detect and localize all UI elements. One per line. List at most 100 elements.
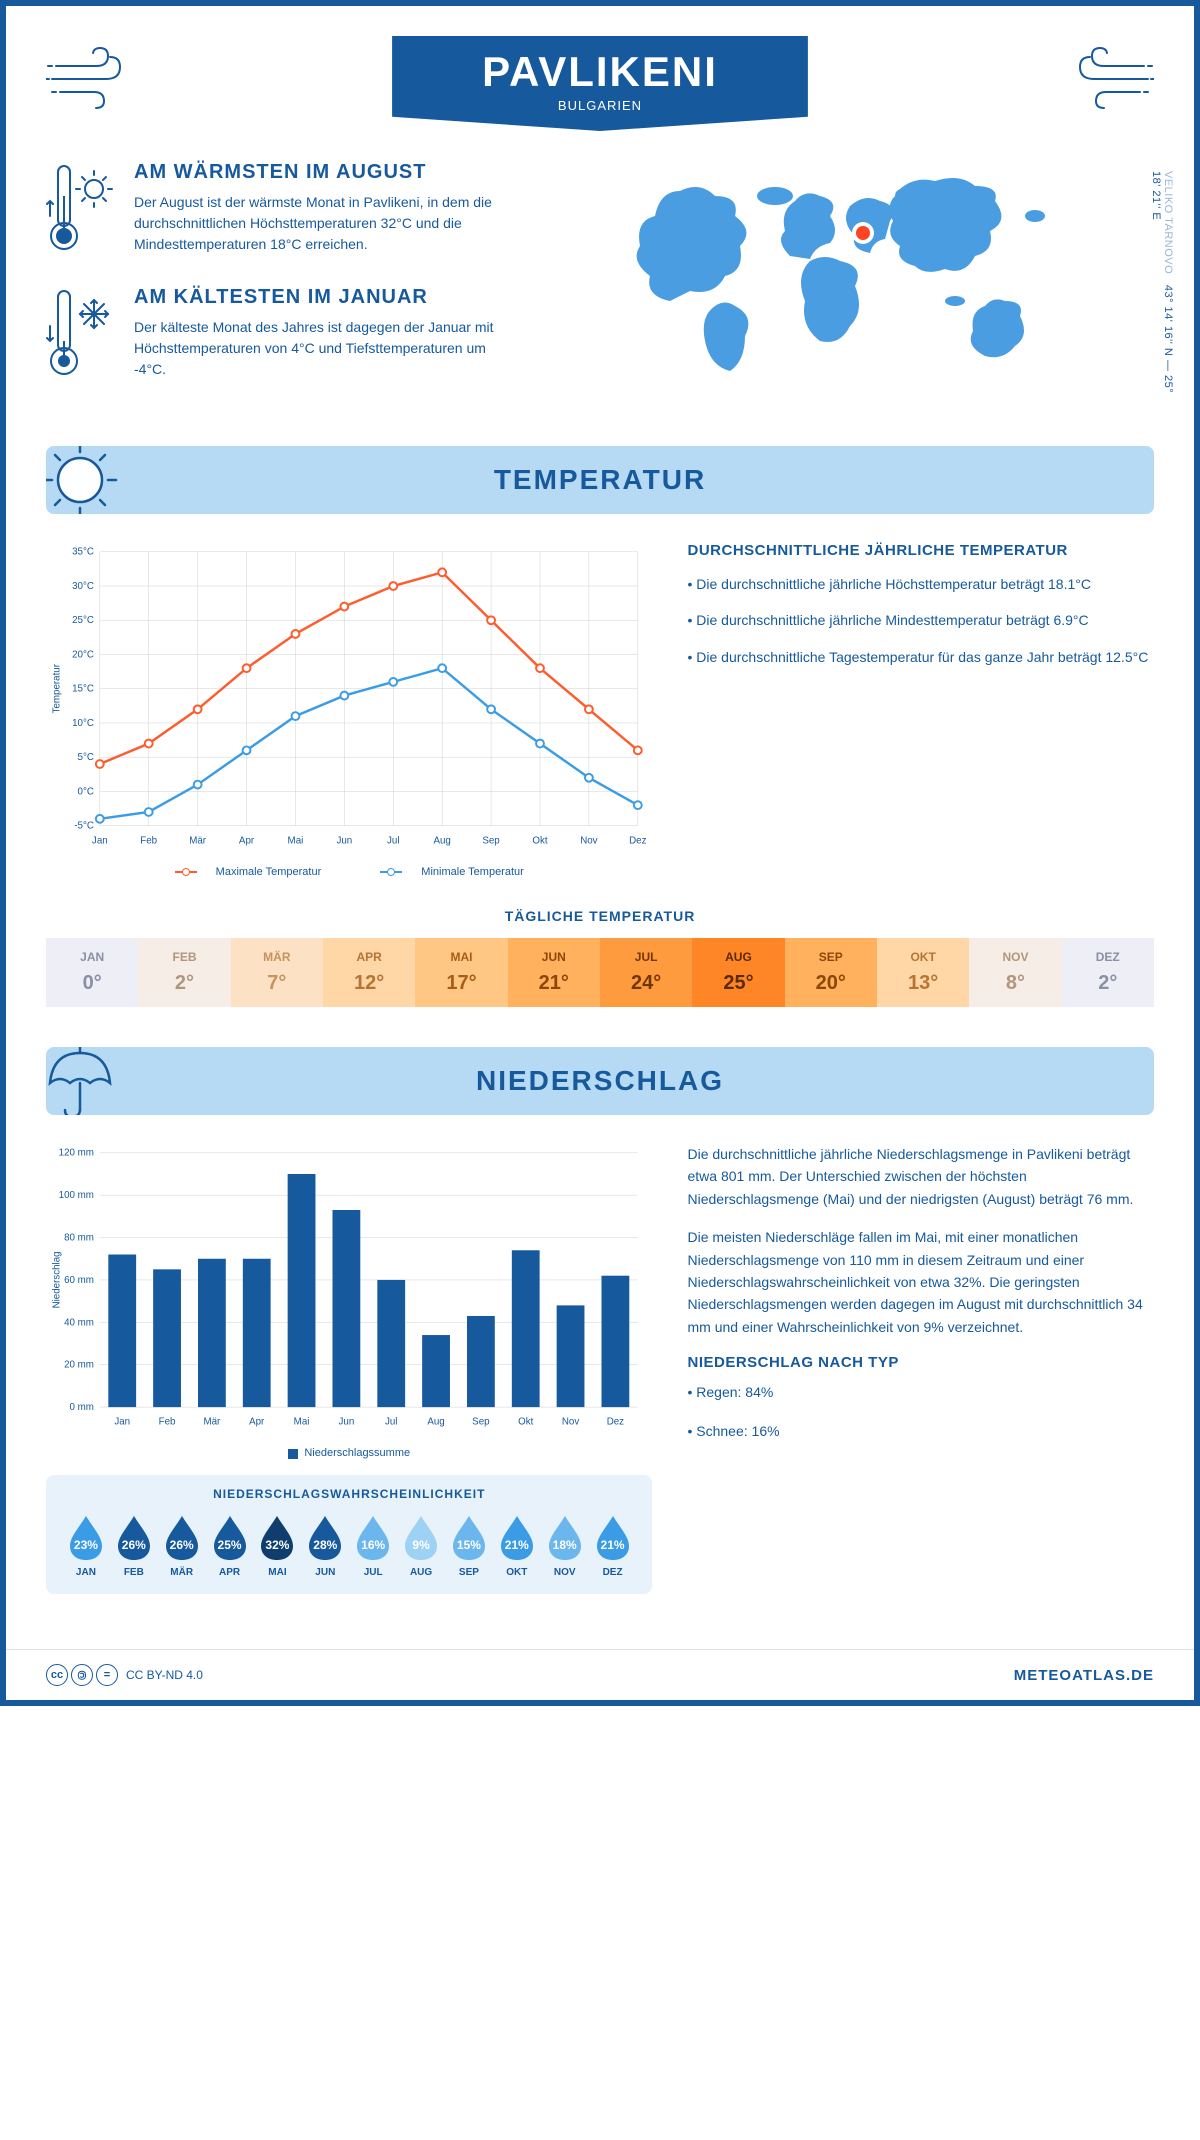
- svg-text:Feb: Feb: [140, 835, 157, 846]
- raindrop-icon: 28%: [304, 1513, 346, 1561]
- coldest-text: Der kälteste Monat des Jahres ist dagege…: [134, 317, 494, 380]
- svg-text:15°C: 15°C: [72, 684, 94, 695]
- infographic-outer: PAVLIKENI BULGARIEN AM WÄRMSTEN IM AUGUS…: [0, 0, 1200, 1706]
- daily-temp-cell: MÄR7°: [231, 938, 323, 1007]
- daily-temp-cell: FEB2°: [138, 938, 230, 1007]
- cc-icons: cc🄯=: [46, 1664, 118, 1686]
- probability-cell: 23% JAN: [62, 1513, 110, 1578]
- warmest-text: Der August ist der wärmste Monat in Pavl…: [134, 192, 494, 255]
- precipitation-heading: NIEDERSCHLAG: [46, 1065, 1154, 1097]
- precipitation-row: 0 mm20 mm40 mm60 mm80 mm100 mm120 mmJanF…: [46, 1143, 1154, 1594]
- probability-cell: 28% JUN: [301, 1513, 349, 1578]
- daily-temp-cell: JAN0°: [46, 938, 138, 1007]
- raindrop-icon: 9%: [400, 1513, 442, 1561]
- daily-temp-cell: AUG25°: [692, 938, 784, 1007]
- svg-text:Okt: Okt: [532, 835, 547, 846]
- warmest-heading: AM WÄRMSTEN IM AUGUST: [134, 161, 494, 184]
- probability-cell: 16% JUL: [349, 1513, 397, 1578]
- probability-cell: 21% OKT: [493, 1513, 541, 1578]
- raindrop-icon: 32%: [256, 1513, 298, 1561]
- daily-temp-cell: OKT13°: [877, 938, 969, 1007]
- temperature-legend: Maximale Temperatur Minimale Temperatur: [46, 866, 652, 878]
- svg-text:Aug: Aug: [433, 835, 450, 846]
- svg-text:Jul: Jul: [385, 1417, 397, 1428]
- raindrop-icon: 15%: [448, 1513, 490, 1561]
- svg-text:5°C: 5°C: [78, 752, 94, 763]
- infographic-inner: PAVLIKENI BULGARIEN AM WÄRMSTEN IM AUGUS…: [6, 6, 1194, 1649]
- svg-text:Mär: Mär: [203, 1417, 221, 1428]
- brand-label: METEOATLAS.DE: [1014, 1667, 1154, 1684]
- probability-cell: 26% FEB: [110, 1513, 158, 1578]
- svg-text:Mai: Mai: [288, 835, 304, 846]
- temp-info-b3: • Die durchschnittliche Tagestemperatur …: [687, 646, 1154, 668]
- svg-text:35°C: 35°C: [72, 547, 94, 558]
- daily-temp-cell: MAI17°: [415, 938, 507, 1007]
- svg-text:20 mm: 20 mm: [64, 1360, 94, 1371]
- world-map-column: VELIKO TARNOVO 43° 14' 16'' N — 25° 18' …: [615, 161, 1154, 411]
- svg-text:120 mm: 120 mm: [59, 1148, 94, 1159]
- license-text: CC BY-ND 4.0: [126, 1668, 203, 1682]
- raindrop-icon: 23%: [65, 1513, 107, 1561]
- precip-type-snow: • Schnee: 16%: [687, 1420, 1154, 1442]
- wind-icon-right: [1064, 41, 1154, 122]
- svg-text:25°C: 25°C: [72, 615, 94, 626]
- daily-temp-table: JAN0°FEB2°MÄR7°APR12°MAI17°JUN21°JUL24°A…: [46, 938, 1154, 1007]
- raindrop-icon: 18%: [544, 1513, 586, 1561]
- license-block: cc🄯= CC BY-ND 4.0: [46, 1664, 203, 1686]
- svg-text:Mai: Mai: [294, 1417, 310, 1428]
- svg-text:Feb: Feb: [159, 1417, 176, 1428]
- svg-text:10°C: 10°C: [72, 718, 94, 729]
- raindrop-icon: 21%: [496, 1513, 538, 1561]
- svg-text:Jun: Jun: [336, 835, 352, 846]
- daily-temp-cell: NOV8°: [969, 938, 1061, 1007]
- temp-info-b1: • Die durchschnittliche jährliche Höchst…: [687, 573, 1154, 595]
- probability-cell: 21% DEZ: [589, 1513, 637, 1578]
- temperature-chart: -5°C0°C5°C10°C15°C20°C25°C30°C35°CJanFeb…: [46, 542, 652, 878]
- svg-text:0 mm: 0 mm: [70, 1402, 94, 1413]
- footer: cc🄯= CC BY-ND 4.0 METEOATLAS.DE: [6, 1649, 1194, 1700]
- svg-text:60 mm: 60 mm: [64, 1275, 94, 1286]
- summary-row: AM WÄRMSTEN IM AUGUST Der August ist der…: [46, 161, 1154, 411]
- city-title: PAVLIKENI: [482, 48, 718, 96]
- svg-text:Mär: Mär: [189, 835, 207, 846]
- wind-icon-left: [46, 41, 136, 122]
- svg-text:30°C: 30°C: [72, 581, 94, 592]
- probability-row: 23% JAN 26% FEB 26% MÄR 25% APR: [62, 1513, 636, 1578]
- daily-temp-cell: JUN21°: [508, 938, 600, 1007]
- temp-info-heading: DURCHSCHNITTLICHE JÄHRLICHE TEMPERATUR: [687, 542, 1154, 559]
- svg-text:Apr: Apr: [249, 1417, 265, 1428]
- raindrop-icon: 16%: [352, 1513, 394, 1561]
- temperature-section-header: TEMPERATUR: [46, 446, 1154, 514]
- temperature-heading: TEMPERATUR: [46, 464, 1154, 496]
- coordinates-label: VELIKO TARNOVO 43° 14' 16'' N — 25° 18' …: [1150, 171, 1174, 411]
- thermometer-hot-icon: [46, 161, 116, 261]
- svg-text:Temperatur: Temperatur: [52, 663, 63, 713]
- daily-temp-cell: JUL24°: [600, 938, 692, 1007]
- svg-text:20°C: 20°C: [72, 649, 94, 660]
- daily-temp-title: TÄGLICHE TEMPERATUR: [46, 908, 1154, 924]
- probability-box: NIEDERSCHLAGSWAHRSCHEINLICHKEIT 23% JAN …: [46, 1475, 652, 1594]
- raindrop-icon: 26%: [161, 1513, 203, 1561]
- svg-text:Nov: Nov: [562, 1417, 579, 1428]
- coldest-heading: AM KÄLTESTEN IM JANUAR: [134, 286, 494, 309]
- svg-text:80 mm: 80 mm: [64, 1233, 94, 1244]
- thermometer-cold-icon: [46, 286, 116, 386]
- svg-text:Sep: Sep: [482, 835, 500, 846]
- country-subtitle: BULGARIEN: [482, 98, 718, 113]
- svg-text:Dez: Dez: [629, 835, 646, 846]
- daily-temp-cell: APR12°: [323, 938, 415, 1007]
- svg-text:Niederschlag: Niederschlag: [52, 1251, 63, 1308]
- svg-text:0°C: 0°C: [78, 786, 94, 797]
- svg-text:Dez: Dez: [607, 1417, 624, 1428]
- probability-cell: 15% SEP: [445, 1513, 493, 1578]
- probability-cell: 25% APR: [206, 1513, 254, 1578]
- svg-text:40 mm: 40 mm: [64, 1317, 94, 1328]
- svg-text:Okt: Okt: [518, 1417, 533, 1428]
- svg-text:100 mm: 100 mm: [59, 1190, 94, 1201]
- temperature-info: DURCHSCHNITTLICHE JÄHRLICHE TEMPERATUR •…: [687, 542, 1154, 878]
- precipitation-chart: 0 mm20 mm40 mm60 mm80 mm100 mm120 mmJanF…: [46, 1143, 652, 1594]
- probability-cell: 18% NOV: [541, 1513, 589, 1578]
- raindrop-icon: 26%: [113, 1513, 155, 1561]
- svg-text:Apr: Apr: [239, 835, 255, 846]
- probability-cell: 32% MAI: [254, 1513, 302, 1578]
